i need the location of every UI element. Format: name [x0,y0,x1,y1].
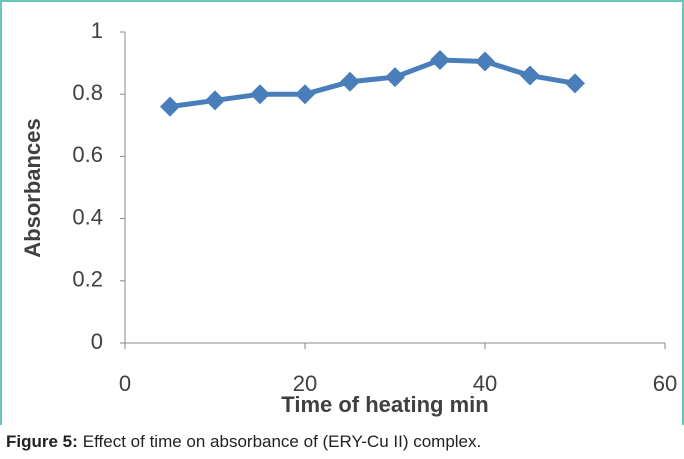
caption-text: Effect of time on absorbance of (ERY-Cu … [83,432,481,451]
data-line [169,57,576,110]
marker [340,71,360,92]
x-tick-label: 0 [119,371,131,396]
marker [520,65,540,86]
x-axis-title: Time of heating min [281,392,488,417]
marker [385,67,405,88]
caption-label: Figure 5: [6,432,78,451]
marker [160,96,180,117]
y-tick-label: 0.8 [72,80,103,105]
figure-caption: Figure 5: Effect of time on absorbance of… [6,432,481,451]
x-tick-label: 20 [293,371,317,396]
marker [205,90,225,111]
y-tick-label: 0.2 [72,267,103,292]
marker [250,84,270,105]
y-axis-title: Absorbances [20,118,45,257]
frame [0,0,684,425]
y-tick-label: 0.4 [72,204,103,229]
marker [475,51,495,72]
y-tick-label: 0 [91,329,103,354]
y-tick-label: 0.6 [72,142,103,167]
x-tick-label: 60 [653,371,677,396]
x-tick-label: 40 [473,371,497,396]
marker [430,49,450,70]
y-tick-label: 1 [91,18,103,43]
marker [565,73,585,94]
marker [295,84,315,105]
